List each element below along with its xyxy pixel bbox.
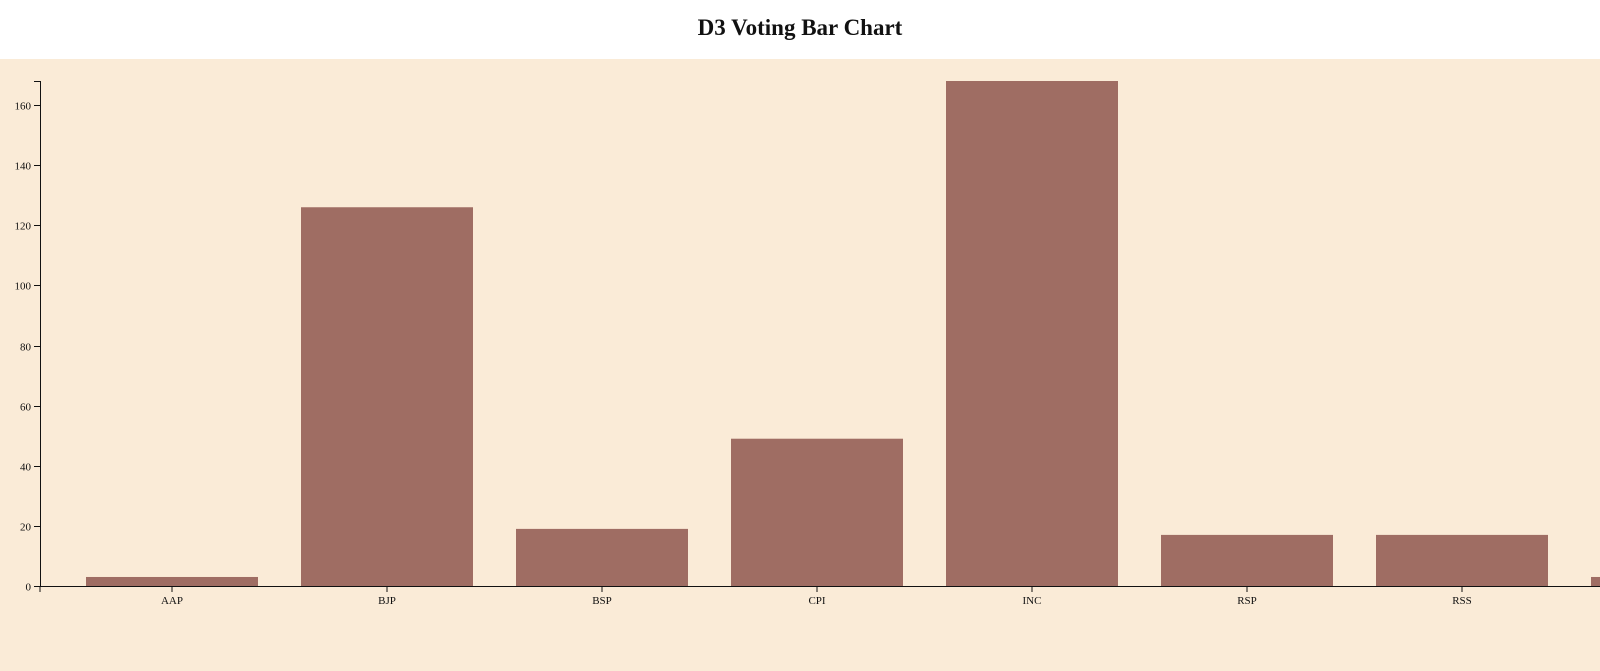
bar-chart: 0 20 40 60 80 100 120 140 160 AAP BJP BSP CPI INC RSP… <box>15 81 1600 607</box>
bar-rsp <box>1161 534 1333 586</box>
bar-aap <box>86 576 258 586</box>
bars-group <box>86 81 1600 586</box>
y-tick-label-100: 100 <box>15 281 32 293</box>
x-tick-label-rsp: RSP <box>1237 595 1257 607</box>
y-tick-label-120: 120 <box>15 221 32 233</box>
bar-cpi <box>731 438 903 586</box>
x-tick-label-inc: INC <box>1023 595 1042 607</box>
y-tick-label-80: 80 <box>20 342 32 354</box>
bar-inc <box>946 81 1118 586</box>
y-tick-label-60: 60 <box>20 402 32 414</box>
page-title: D3 Voting Bar Chart <box>697 15 903 40</box>
y-axis-line <box>34 81 41 587</box>
x-tick-label-cpi: CPI <box>808 595 825 607</box>
bar-rss <box>1376 534 1548 586</box>
x-tick-label-aap: AAP <box>161 595 183 607</box>
y-tick-label-0: 0 <box>26 582 32 594</box>
bar-extra <box>1591 576 1600 586</box>
x-tick-label-rss: RSS <box>1452 595 1472 607</box>
chart-area: 0 20 40 60 80 100 120 140 160 AAP BJP BSP CPI INC RSP… <box>0 59 1600 671</box>
x-tick-label-bsp: BSP <box>592 595 612 607</box>
y-axis: 0 20 40 60 80 100 120 140 160 <box>15 81 41 594</box>
x-axis: AAP BJP BSP CPI INC RSP RSS <box>39 586 1600 607</box>
bar-bjp <box>301 207 473 586</box>
y-tick-label-160: 160 <box>15 101 32 113</box>
x-tick-label-bjp: BJP <box>378 595 396 607</box>
y-tick-label-40: 40 <box>20 462 32 474</box>
y-tick-label-140: 140 <box>15 161 32 173</box>
y-tick-label-20: 20 <box>20 522 32 534</box>
x-axis-line <box>39 586 1600 592</box>
bar-bsp <box>516 528 688 586</box>
